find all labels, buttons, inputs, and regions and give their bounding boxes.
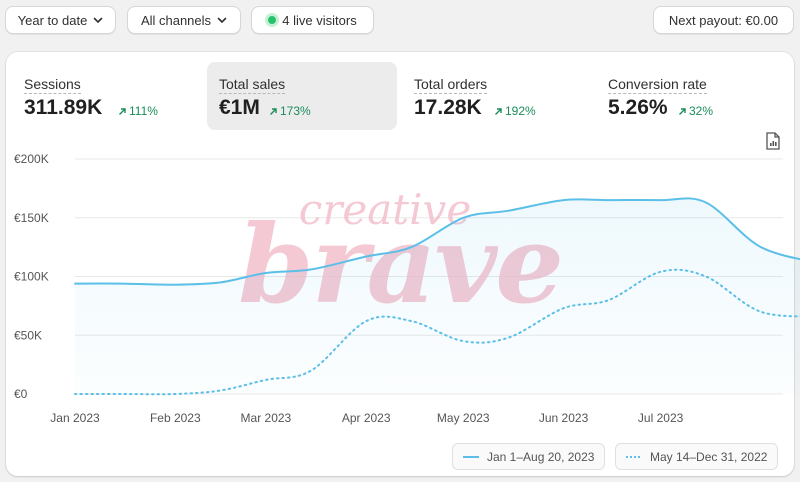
metric-delta-value: 111% bbox=[129, 104, 158, 118]
data-point-current[interactable] bbox=[406, 241, 418, 253]
export-report-icon[interactable] bbox=[765, 132, 781, 150]
top-bar: Year to date All channels 4 live visitor… bbox=[0, 0, 800, 44]
metric-value: €1M bbox=[219, 96, 260, 119]
legend-previous[interactable]: May 14–Dec 31, 2022 bbox=[615, 443, 779, 470]
metric-conversion-rate[interactable]: Conversion rate 5.26% 32% bbox=[596, 62, 786, 130]
data-point-current[interactable] bbox=[603, 194, 615, 206]
metric-sessions[interactable]: Sessions 311.89K 111% bbox=[12, 62, 200, 130]
arrow-up-right-icon bbox=[495, 107, 502, 115]
data-point-previous[interactable] bbox=[360, 315, 372, 327]
data-point-previous[interactable] bbox=[406, 315, 418, 327]
data-point-previous[interactable] bbox=[114, 388, 126, 400]
data-point-previous[interactable] bbox=[700, 271, 712, 283]
arrow-up-right-icon bbox=[119, 107, 126, 115]
arrow-up-right-icon bbox=[270, 107, 277, 115]
data-point-current[interactable] bbox=[457, 212, 469, 224]
date-range-dropdown[interactable]: Year to date bbox=[5, 6, 116, 34]
metric-label: Total sales bbox=[219, 76, 286, 94]
data-point-previous[interactable] bbox=[69, 388, 81, 400]
data-point-current[interactable] bbox=[655, 194, 667, 206]
y-tick-label: €50K bbox=[14, 328, 42, 342]
data-point-previous[interactable] bbox=[558, 302, 570, 314]
data-point-previous[interactable] bbox=[305, 365, 317, 377]
channels-label: All channels bbox=[140, 12, 212, 28]
x-tick-label: Jun 2023 bbox=[539, 411, 589, 425]
x-tick-label: Jul 2023 bbox=[638, 411, 684, 425]
data-point-current[interactable] bbox=[169, 279, 181, 291]
metric-delta: 111% bbox=[118, 104, 158, 118]
data-point-current[interactable] bbox=[700, 197, 712, 209]
metric-total-sales[interactable]: Total sales €1M 173% bbox=[207, 62, 397, 130]
metric-delta: 173% bbox=[269, 104, 311, 118]
data-point-current[interactable] bbox=[558, 194, 570, 206]
metric-delta: 32% bbox=[678, 104, 713, 118]
x-tick-label: Apr 2023 bbox=[342, 411, 391, 425]
chevron-down-icon bbox=[94, 17, 103, 24]
channels-dropdown[interactable]: All channels bbox=[127, 6, 241, 34]
sales-line-chart: creative brave €0€50K€100K€150K€200K Jan… bbox=[14, 152, 800, 425]
x-axis-ticks: Jan 2023 Feb 2023 Mar 2023 Apr 2023 May 2023… bbox=[50, 411, 683, 425]
legend-current[interactable]: Jan 1–Aug 20, 2023 bbox=[452, 443, 606, 470]
chart-area bbox=[75, 198, 800, 394]
y-tick-label: €100K bbox=[14, 270, 49, 284]
data-point-current[interactable] bbox=[305, 263, 317, 275]
data-point-previous[interactable] bbox=[169, 388, 181, 400]
x-tick-label: Jan 2023 bbox=[50, 411, 100, 425]
metric-label: Total orders bbox=[414, 76, 488, 94]
chevron-down-icon bbox=[217, 17, 227, 24]
legend-solid-swatch bbox=[463, 455, 479, 458]
metric-value: 5.26% bbox=[608, 96, 668, 119]
data-point-current[interactable] bbox=[755, 241, 767, 253]
x-tick-label: Mar 2023 bbox=[241, 411, 292, 425]
metric-label: Sessions bbox=[24, 76, 81, 94]
chart-series bbox=[69, 194, 800, 400]
data-point-current[interactable] bbox=[503, 205, 515, 217]
series-line-previous[interactable] bbox=[74, 268, 800, 396]
live-visitors-button[interactable]: 4 live visitors bbox=[251, 6, 374, 34]
watermark-line-1: creative bbox=[299, 185, 471, 234]
data-point-previous[interactable] bbox=[215, 385, 227, 397]
metric-delta: 192% bbox=[494, 104, 536, 118]
legend-dotted-swatch bbox=[626, 455, 642, 458]
data-point-previous[interactable] bbox=[603, 294, 615, 306]
metric-delta-value: 32% bbox=[689, 104, 714, 118]
live-visitors-label: 4 live visitors bbox=[282, 12, 357, 28]
metric-delta-value: 173% bbox=[280, 104, 311, 118]
y-axis-ticks: €0 €50K €100K €150K €200K bbox=[14, 152, 49, 401]
data-point-previous[interactable] bbox=[503, 332, 515, 344]
data-point-previous[interactable] bbox=[457, 335, 469, 347]
data-point-current[interactable] bbox=[260, 267, 272, 279]
data-point-previous[interactable] bbox=[655, 266, 667, 278]
date-range-label: Year to date bbox=[17, 12, 88, 28]
legend-current-label: Jan 1–Aug 20, 2023 bbox=[487, 449, 595, 464]
data-point-current[interactable] bbox=[215, 276, 227, 288]
live-indicator-icon bbox=[268, 16, 277, 24]
metric-delta-value: 192% bbox=[505, 104, 536, 118]
y-tick-label: €150K bbox=[14, 211, 49, 225]
arrow-up-right-icon bbox=[679, 107, 686, 115]
y-tick-label: €0 bbox=[14, 387, 28, 401]
metric-value: 311.89K bbox=[24, 96, 103, 119]
next-payout-label: Next payout: €0.00 bbox=[668, 12, 779, 28]
x-tick-label: Feb 2023 bbox=[150, 411, 201, 425]
y-tick-label: €200K bbox=[14, 152, 49, 166]
data-point-current[interactable] bbox=[114, 278, 126, 290]
metric-value: 17.28K bbox=[414, 96, 482, 119]
series-line-current[interactable] bbox=[74, 197, 800, 286]
x-tick-label: May 2023 bbox=[437, 411, 490, 425]
data-point-current[interactable] bbox=[69, 278, 81, 290]
data-point-current[interactable] bbox=[360, 251, 372, 263]
series-area-fill bbox=[75, 198, 800, 394]
metric-total-orders[interactable]: Total orders 17.28K 192% bbox=[402, 62, 592, 130]
data-point-previous[interactable] bbox=[755, 306, 767, 318]
next-payout-button[interactable]: Next payout: €0.00 bbox=[653, 6, 794, 34]
metric-label: Conversion rate bbox=[608, 76, 707, 94]
legend-previous-label: May 14–Dec 31, 2022 bbox=[650, 449, 768, 464]
data-point-previous[interactable] bbox=[260, 374, 272, 386]
